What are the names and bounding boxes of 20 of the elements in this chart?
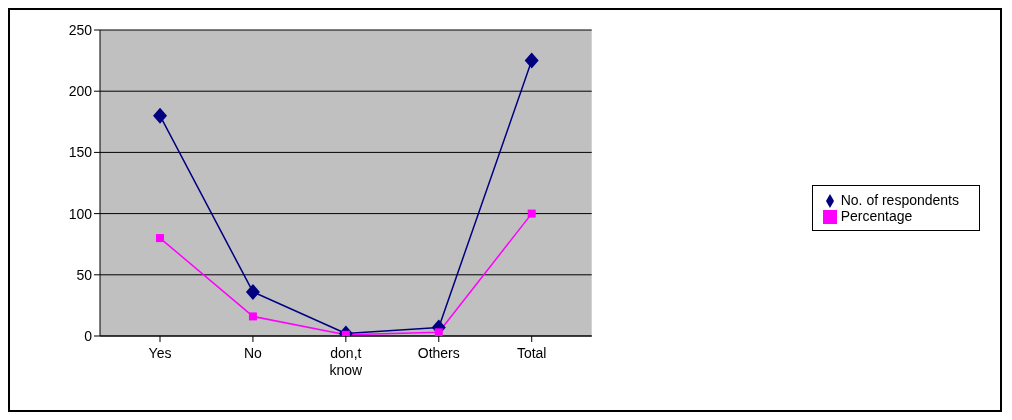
x-tick-label: Total	[516, 345, 547, 361]
point	[156, 234, 164, 243]
x-tick-label: Yes	[148, 345, 172, 361]
y-tick-label: 100	[68, 205, 93, 222]
legend-label: Percentage	[840, 208, 913, 224]
point	[153, 107, 167, 124]
point	[527, 209, 536, 218]
y-tick-label: 150	[68, 144, 93, 161]
x-tick-label: No	[243, 345, 263, 361]
y-tick-label: 250	[68, 21, 93, 38]
y-tick-label: 0	[84, 327, 93, 344]
point	[248, 312, 257, 321]
x-tick-label: don,t know	[329, 345, 364, 378]
point	[524, 52, 539, 69]
x-tick-label: Others	[417, 345, 460, 361]
y-tick-label: 200	[68, 83, 93, 100]
point	[245, 283, 260, 300]
legend-label: No. of respondents	[840, 191, 959, 208]
point	[434, 328, 443, 336]
y-tick-label: 50	[76, 266, 93, 283]
